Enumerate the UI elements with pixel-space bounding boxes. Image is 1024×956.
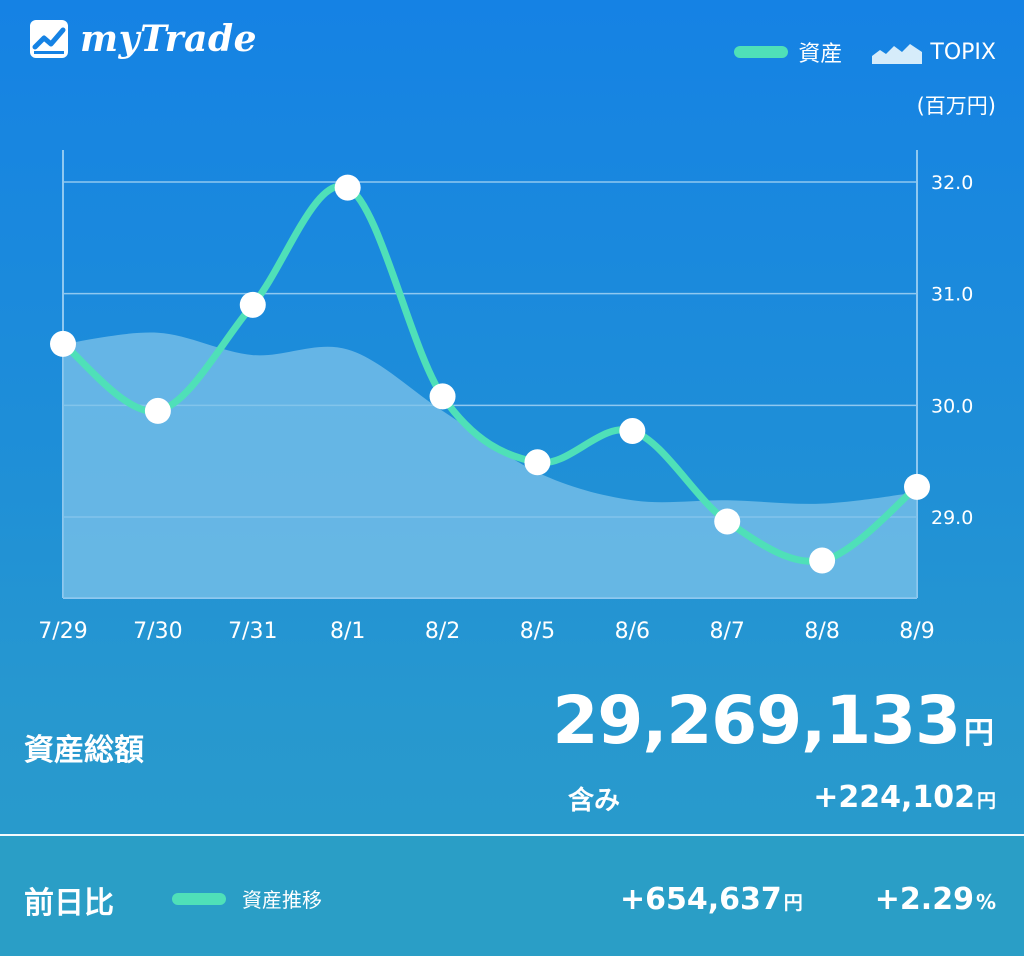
x-tick-label: 8/9 (899, 619, 934, 644)
asset-data-point (714, 508, 741, 535)
y-tick-label: 31.0 (931, 284, 973, 306)
prev-day-percent: +2.29 % (875, 882, 996, 917)
legend-topix-label: TOPIX (930, 39, 996, 65)
asset-data-point (904, 473, 930, 500)
asset-points-layer (50, 174, 930, 574)
x-tick-label: 7/31 (228, 619, 277, 644)
prev-day-percent-value: +2.29 (874, 882, 974, 917)
unrealized-unit: 円 (976, 790, 996, 812)
x-tick-label: 8/5 (520, 619, 555, 644)
asset-data-point (429, 383, 456, 410)
asset-trend-label: 資産推移 (242, 888, 322, 912)
asset-line-swatch (734, 46, 789, 58)
prev-day-diff: +654,637 円 (620, 882, 803, 917)
topix-area (63, 332, 917, 598)
legend-item-asset: 資産 (734, 36, 842, 68)
y-tick-label: 32.0 (931, 172, 973, 194)
asset-data-point (809, 547, 836, 574)
asset-trend-swatch (172, 892, 226, 905)
topix-area-swatch-icon (872, 44, 923, 64)
asset-data-point (619, 418, 646, 445)
app-logo: myTrade (30, 20, 257, 58)
x-tick-label: 7/29 (38, 619, 87, 644)
x-tick-label: 8/1 (330, 619, 365, 644)
unrealized-value: +224,102 円 (813, 780, 996, 815)
asset-line-layer (59, 182, 921, 565)
unrealized-amount: +224,102 (813, 780, 975, 815)
footer-bar: 前日比 資産推移 +654,637 円 +2.29 % (0, 836, 1024, 956)
prev-day-label: 前日比 (24, 886, 114, 921)
asset-data-point (524, 449, 551, 476)
app-title: myTrade (80, 18, 258, 60)
asset-data-point (334, 174, 361, 201)
divider (0, 834, 1024, 836)
legend-asset-label: 資産 (798, 42, 843, 67)
trend-logo-icon (30, 20, 68, 58)
asset-data-point (144, 397, 171, 424)
x-tick-label: 8/2 (425, 619, 460, 644)
legend-item-topix: TOPIX (842, 40, 996, 65)
x-tick-label: 8/7 (710, 619, 745, 644)
x-tick-label: 8/8 (804, 619, 839, 644)
y-tick-label: 29.0 (931, 507, 973, 529)
unit-label: (百万円) (916, 94, 996, 118)
footer-legend: 資産推移 (172, 884, 322, 913)
unrealized-label: 含み (568, 786, 621, 816)
asset-line (59, 182, 921, 565)
chart-legend: 資産 TOPIX (734, 36, 996, 68)
y-tick-label: 30.0 (931, 395, 973, 417)
prev-day-diff-unit: 円 (783, 892, 803, 914)
prev-day-percent-unit: % (975, 890, 996, 914)
total-assets-value: 29,269,133 円 (552, 682, 994, 759)
x-tick-label: 7/30 (133, 619, 182, 644)
asset-chart: 32.0 31.0 30.0 29.0 7/29 7/30 7/31 8/1 8/2 8/5 8/6… (38, 150, 973, 644)
x-tick-label: 8/6 (615, 619, 650, 644)
total-assets-unit: 円 (964, 716, 994, 751)
prev-day-diff-amount: +654,637 (620, 882, 782, 917)
total-assets-label: 資産総額 (24, 733, 144, 768)
asset-data-point (50, 330, 76, 357)
asset-data-point (239, 291, 266, 318)
total-assets-amount: 29,269,133 (552, 682, 961, 759)
axis-ticks-layer: 32.0 31.0 30.0 29.0 7/29 7/30 7/31 8/1 8/2 8/5 8/6… (38, 172, 973, 644)
topix-area-layer (63, 332, 917, 598)
